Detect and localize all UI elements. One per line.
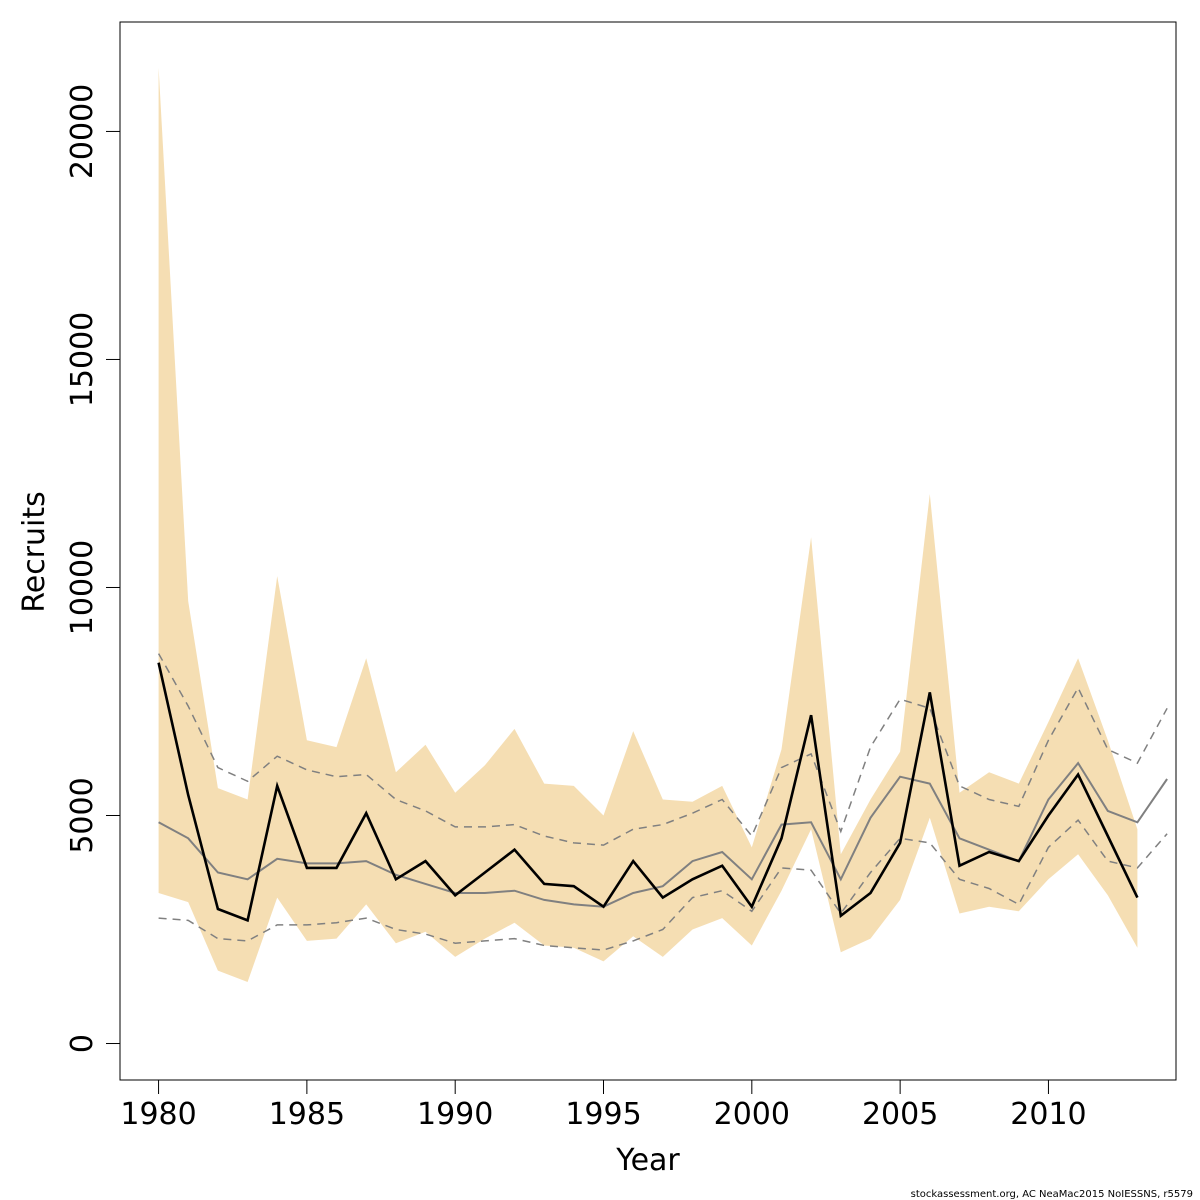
y-tick-label: 20000: [65, 84, 100, 179]
x-axis: 1980 1985 1990 1995 2000 2005 2010: [120, 1079, 1087, 1132]
y-tick-label: 10000: [65, 540, 100, 635]
estimate-line: [157, 662, 1139, 923]
x-tick-label: 2010: [1010, 1097, 1086, 1132]
alt-upper-bound-line: [157, 653, 1168, 846]
x-tick-label: 2005: [862, 1097, 938, 1132]
x-tick-label: 1980: [120, 1097, 196, 1132]
confidence-band-layer: [158, 67, 1138, 983]
estimate-layer: [157, 662, 1139, 923]
y-tick-label: 5000: [65, 777, 100, 853]
y-axis-label: Recruits: [17, 491, 52, 613]
alt-estimate-line: [158, 761, 1168, 908]
y-axis: 0 5000 10000 15000 20000: [65, 84, 121, 1053]
x-tick-label: 1995: [565, 1097, 641, 1132]
x-tick-label: 2000: [714, 1097, 790, 1132]
y-tick-label: 15000: [65, 312, 100, 407]
alt-estimate-layer: [158, 761, 1168, 908]
confidence-band: [158, 67, 1138, 983]
alt-bounds-layer: [157, 653, 1168, 951]
x-tick-label: 1985: [269, 1097, 345, 1132]
y-tick-label: 0: [65, 1034, 100, 1053]
x-tick-label: 1990: [417, 1097, 493, 1132]
footer-credit: stockassessment.org, AC NeaMac2015 NoIES…: [911, 1189, 1193, 1200]
x-axis-label: Year: [615, 1143, 680, 1178]
alt-lower-bound-line: [158, 818, 1168, 951]
